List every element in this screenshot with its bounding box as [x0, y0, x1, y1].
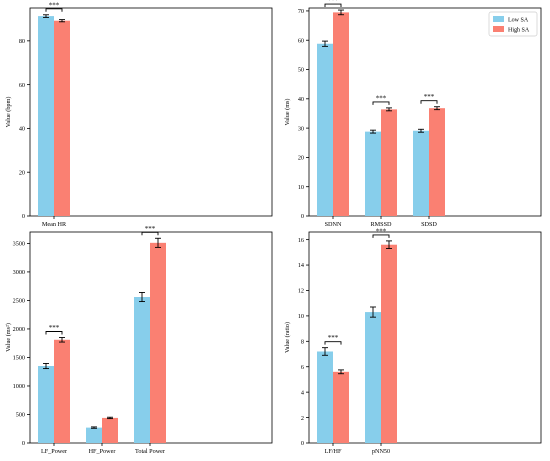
legend: Low SA High SA: [488, 11, 538, 37]
bar-high-sa: [54, 339, 70, 443]
significance-stars: ***: [145, 225, 156, 233]
bar-low-sa: [38, 16, 54, 216]
y-tick-label: 16: [298, 237, 304, 244]
bar-high-sa: [381, 109, 397, 216]
bar-high-sa: [333, 371, 349, 443]
y-tick-label: 1000: [13, 383, 25, 390]
bar-low-sa: [413, 130, 429, 216]
x-tick-label: SDNN: [325, 221, 342, 228]
y-tick-label: 40: [19, 126, 25, 133]
y-tick-label: 12: [298, 288, 304, 295]
legend-label: Low SA: [508, 18, 529, 24]
y-tick-label: 14: [298, 262, 304, 269]
legend-label: High SA: [508, 28, 530, 34]
significance-bracket: [372, 101, 390, 105]
x-tick-label: HF_Power: [89, 448, 116, 455]
subplot-2: 0 10 20 30 40 50 60 70 Value (ms) SDNN *** RMSSD ***…: [284, 0, 542, 228]
bar-low-sa: [38, 366, 54, 443]
y-tick-label: 50: [298, 67, 304, 74]
y-tick-label: 3000: [13, 269, 25, 276]
y-tick-label: 0: [22, 440, 25, 447]
bar-low-sa: [365, 131, 381, 216]
y-tick-label: 20: [298, 155, 304, 162]
subplot-3: 0 500 1000 1500 2000 2500 3000 3500 Value (ms²) L…: [5, 225, 273, 455]
subplot-1: 0 20 40 60 80 Value (bpm) Mean HR ***: [5, 1, 273, 228]
y-tick-label: 10: [298, 313, 304, 320]
y-tick-label: 3500: [13, 241, 25, 248]
y-tick-label: 6: [301, 364, 304, 371]
significance-stars: ***: [376, 94, 387, 102]
bar-high-sa: [381, 244, 397, 443]
bar-low-sa: [86, 427, 102, 443]
significance-bracket: [141, 231, 159, 236]
x-tick-label: LF/HF: [325, 448, 342, 455]
axes-frame: [29, 7, 273, 217]
significance-stars: ***: [328, 334, 339, 342]
bar-high-sa: [333, 12, 349, 217]
axes-frame: [308, 231, 542, 444]
y-tick-label: 40: [298, 96, 304, 103]
significance-stars: ***: [424, 93, 435, 101]
y-tick-label: 0: [301, 213, 304, 220]
y-tick-label: 1500: [13, 355, 25, 362]
x-tick-label: RMSSD: [371, 221, 393, 228]
y-tick-label: 0: [22, 213, 25, 220]
y-tick-label: 30: [298, 125, 304, 132]
significance-bracket: [45, 331, 63, 335]
y-tick-label: 10: [298, 184, 304, 191]
significance-bracket: [324, 341, 342, 345]
bar-low-sa: [134, 297, 150, 443]
y-tick-label: 4: [301, 389, 304, 396]
y-axis-label: Value (bpm): [5, 97, 12, 128]
y-tick-label: 2: [301, 415, 304, 422]
significance-stars: ***: [49, 324, 60, 332]
y-axis-label: Value (ratio): [284, 322, 291, 353]
bar-low-sa: [317, 351, 333, 443]
bar-high-sa: [102, 417, 118, 443]
bar-high-sa: [150, 242, 166, 443]
y-tick-label: 70: [298, 8, 304, 15]
significance-bracket: [45, 8, 63, 12]
significance-bracket: [420, 100, 438, 104]
y-axis-label: Value (ms): [284, 99, 291, 126]
bar-low-sa: [317, 43, 333, 216]
y-axis-label: Value (ms²): [5, 323, 12, 352]
legend-swatch-high-sa: [493, 26, 504, 32]
x-tick-label: Mean HR: [42, 221, 67, 228]
y-tick-label: 80: [19, 38, 25, 45]
y-tick-label: 0: [301, 440, 304, 447]
bar-high-sa: [54, 20, 70, 217]
legend-swatch-low-sa: [493, 16, 504, 22]
significance-stars: ***: [328, 0, 339, 5]
x-tick-label: LF_Power: [41, 448, 67, 455]
subplot-4: 0 2 4 6 8 10 12 14 16 Value (ratio) LF/HF *** pNN50 *…: [284, 227, 542, 455]
y-tick-label: 2000: [13, 326, 25, 333]
y-tick-label: 20: [19, 169, 25, 176]
y-tick-label: 500: [16, 412, 25, 419]
x-tick-label: SDSD: [421, 221, 437, 228]
significance-stars: ***: [376, 227, 387, 235]
y-tick-label: 60: [19, 82, 25, 89]
bar-high-sa: [429, 108, 445, 216]
x-tick-label: Total Power: [135, 448, 165, 455]
bar-low-sa: [365, 312, 381, 443]
y-tick-label: 8: [301, 339, 304, 346]
x-tick-label: pNN50: [372, 448, 390, 455]
y-tick-label: 60: [298, 37, 304, 44]
y-tick-label: 2500: [13, 298, 25, 305]
significance-stars: ***: [49, 1, 60, 9]
significance-bracket: [372, 234, 390, 238]
significance-bracket: [324, 3, 342, 8]
